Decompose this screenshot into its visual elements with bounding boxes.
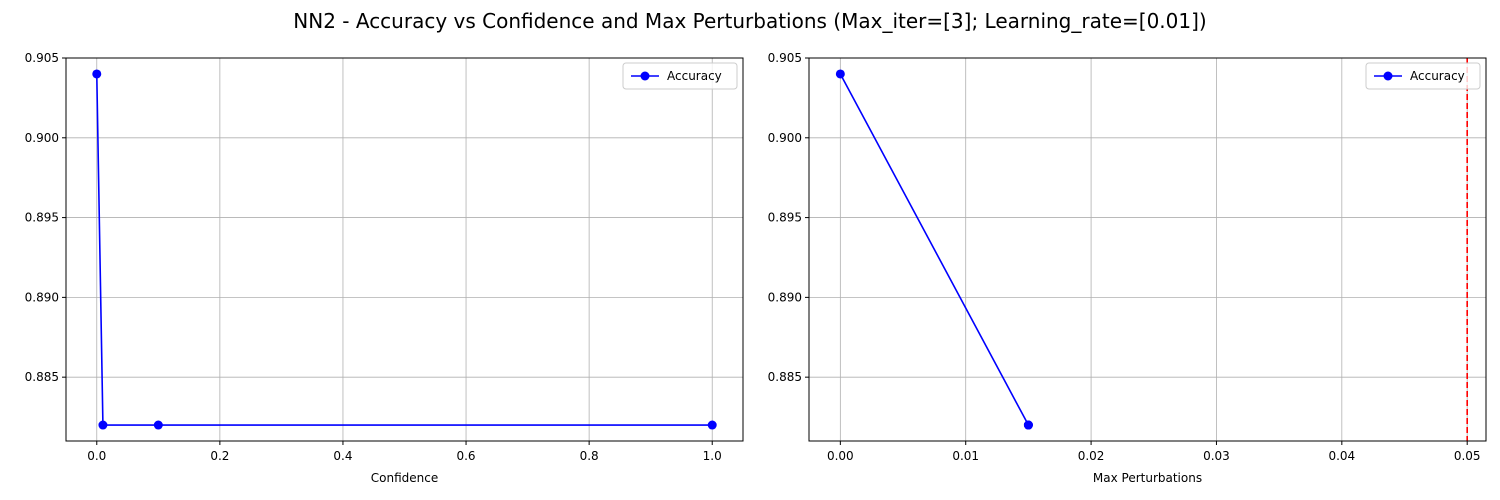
right-chart-panel: 0.00 0.01 0.02 0.03 0.04 0.05 0.885 0.890 0.895 0… xyxy=(768,51,1487,485)
left-legend-box xyxy=(622,62,738,90)
right-y-tick-label: 0.895 xyxy=(768,211,802,225)
left-x-tick-label: 0.0 xyxy=(87,449,106,463)
left-x-tick-label: 1.0 xyxy=(703,449,722,463)
left-series-line-accuracy xyxy=(95,73,713,426)
left-x-tick-label: 0.8 xyxy=(580,449,599,463)
right-data-point xyxy=(835,69,845,79)
left-y-tick-label: 0.895 xyxy=(25,211,59,225)
left-data-point xyxy=(707,420,717,430)
left-y-tick-label: 0.890 xyxy=(25,290,59,304)
left-x-tick-label: 0.4 xyxy=(333,449,352,463)
left-legend-label: Accuracy xyxy=(667,69,722,83)
right-data-point xyxy=(1023,420,1033,430)
right-legend-marker xyxy=(1383,71,1393,81)
right-plot-frame xyxy=(808,57,1487,442)
right-x-tick-label: 0.03 xyxy=(1203,449,1230,463)
left-y-tick-label: 0.885 xyxy=(25,370,59,384)
left-y-tick-label: 0.900 xyxy=(25,131,59,145)
left-plot-frame xyxy=(65,57,744,442)
left-data-point xyxy=(153,420,163,430)
right-x-tick-label: 0.04 xyxy=(1328,449,1355,463)
left-data-point xyxy=(98,420,108,430)
right-x-tick-label: 0.02 xyxy=(1078,449,1105,463)
right-y-tick-label: 0.905 xyxy=(768,51,802,65)
left-data-point xyxy=(92,69,102,79)
right-y-tick-label: 0.890 xyxy=(768,290,802,304)
right-legend: Accuracy xyxy=(1365,62,1481,90)
left-x-axis-label: Confidence xyxy=(371,471,438,485)
right-x-axis-label: Max Perturbations xyxy=(1093,471,1202,485)
right-series-line-accuracy xyxy=(839,73,1030,426)
right-y-tick-label: 0.885 xyxy=(768,370,802,384)
left-chart-panel: 0.0 0.2 0.4 0.6 0.8 1.0 0.885 0.890 0.895 0.900 0.… xyxy=(25,51,744,485)
left-y-tick-label: 0.905 xyxy=(25,51,59,65)
left-x-tick-label: 0.6 xyxy=(456,449,475,463)
left-x-tick-label: 0.2 xyxy=(210,449,229,463)
right-x-tick-label: 0.05 xyxy=(1454,449,1481,463)
right-legend-box xyxy=(1365,62,1481,90)
right-y-tick-label: 0.900 xyxy=(768,131,802,145)
right-x-tick-label: 0.00 xyxy=(827,449,854,463)
left-legend: Accuracy xyxy=(622,62,738,90)
right-x-tick-label: 0.01 xyxy=(952,449,979,463)
figure-title: NN2 - Accuracy vs Confidence and Max Per… xyxy=(293,9,1206,33)
right-legend-label: Accuracy xyxy=(1410,69,1465,83)
left-legend-marker xyxy=(640,71,650,81)
